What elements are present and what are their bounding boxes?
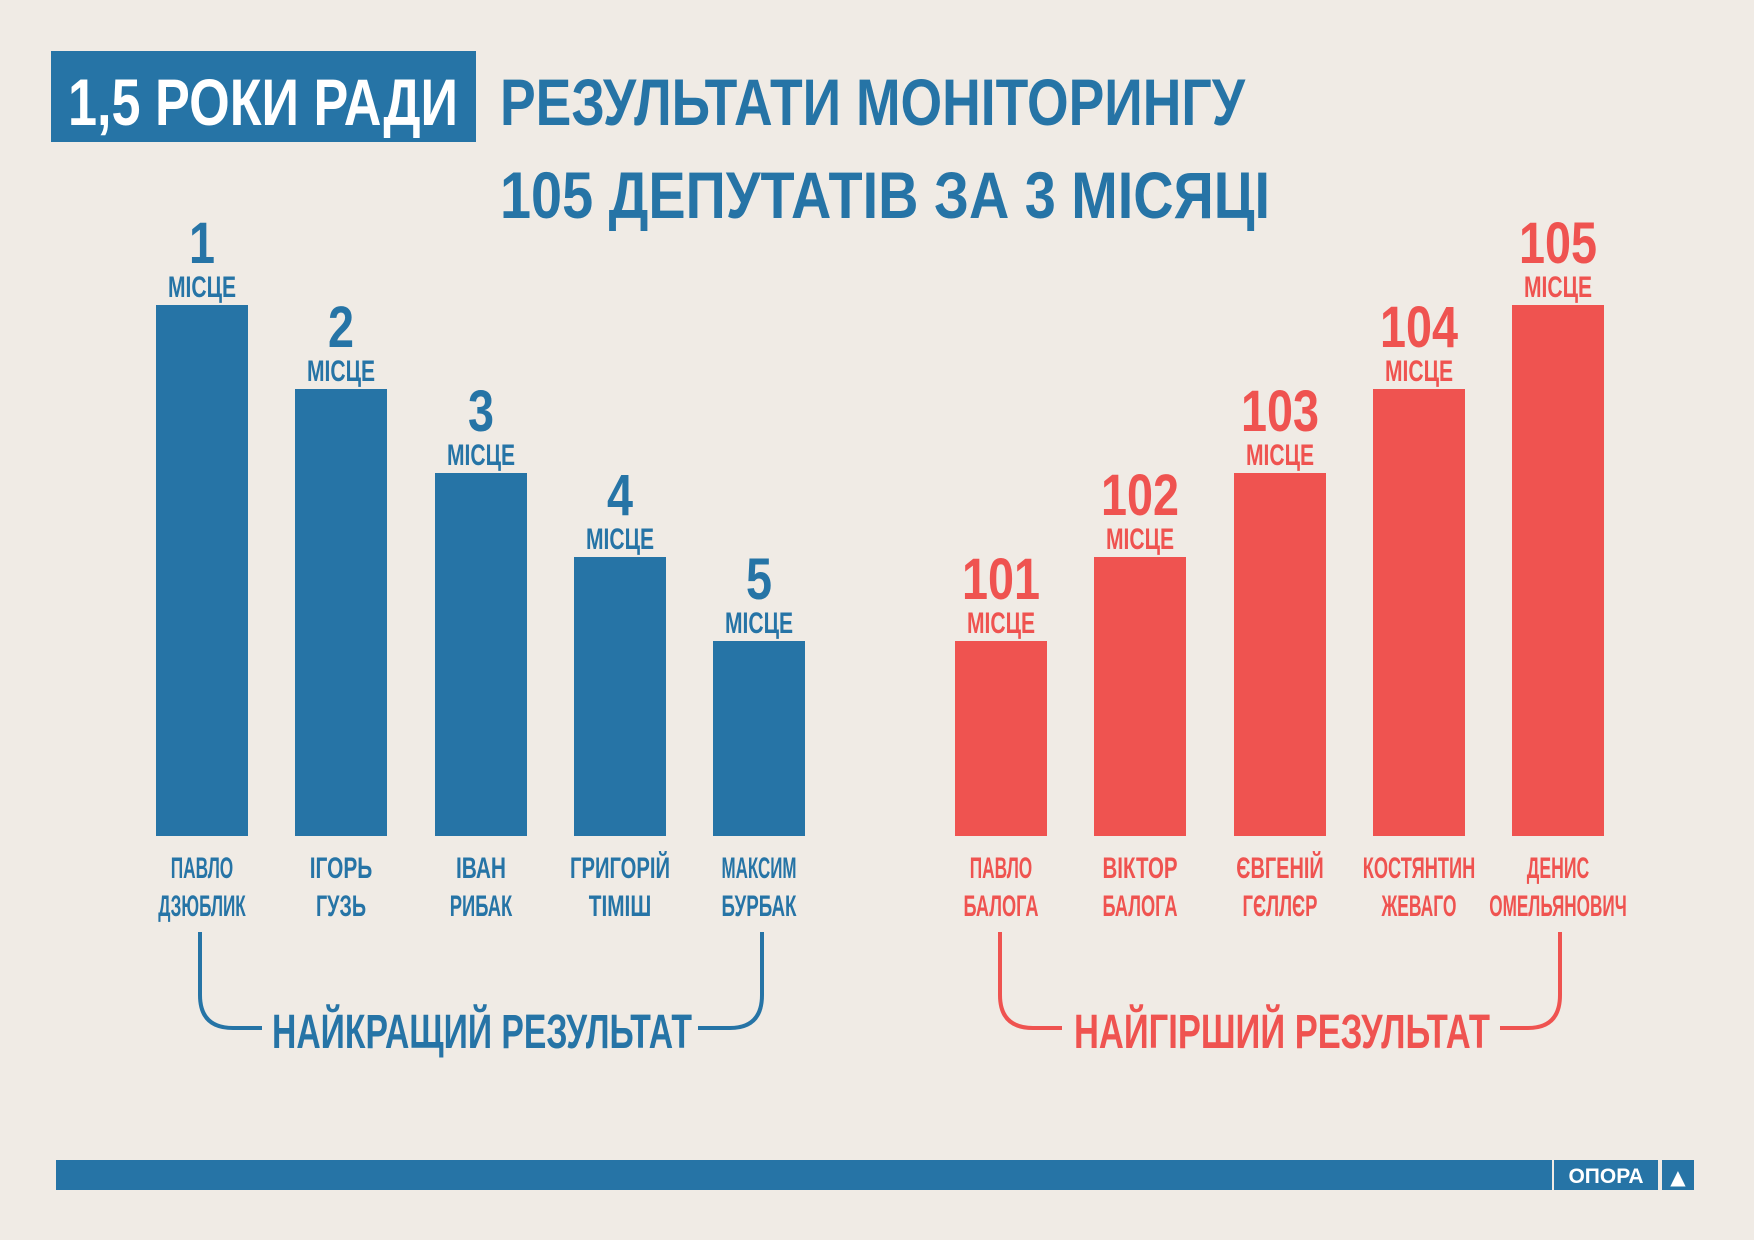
best-rank-label-1: 1 bbox=[189, 211, 215, 276]
worst-rank-label-2: 102 bbox=[1101, 463, 1179, 528]
best-last-name-4: ТІМІШ bbox=[589, 890, 652, 923]
footer-logo-box bbox=[1554, 1160, 1658, 1190]
worst-rank-label-1: 101 bbox=[962, 547, 1040, 612]
best-first-name-4: ГРИГОРІЙ bbox=[570, 851, 670, 885]
worst-results-chart: 101МІСЦЕПАВЛОБАЛОГА102МІСЦЕВІКТОРБАЛОГА1… bbox=[955, 211, 1627, 923]
worst-bracket-left bbox=[998, 932, 1062, 1030]
worst-rank-label-4: 104 bbox=[1380, 295, 1458, 360]
worst-bar-1 bbox=[955, 641, 1047, 836]
worst-first-name-5: ДЕНИС bbox=[1527, 852, 1590, 885]
best-bracket-right bbox=[698, 932, 764, 1030]
best-place-word-2: МІСЦЕ bbox=[307, 355, 375, 388]
worst-last-name-2: БАЛОГА bbox=[1103, 890, 1178, 923]
best-bar-5 bbox=[713, 641, 805, 836]
footer-logo-text: ОПОРА bbox=[1568, 1165, 1643, 1188]
best-rank-label-5: 5 bbox=[746, 547, 772, 612]
best-bar-1 bbox=[156, 305, 248, 836]
best-last-name-5: БУРБАК bbox=[722, 890, 797, 923]
worst-first-name-4: КОСТЯНТИН bbox=[1363, 852, 1476, 885]
best-last-name-3: РИБАК bbox=[450, 890, 513, 923]
worst-place-word-5: МІСЦЕ bbox=[1524, 271, 1592, 304]
best-group-label: НАЙКРАЩИЙ РЕЗУЛЬТАТ bbox=[272, 1004, 692, 1059]
best-rank-label-3: 3 bbox=[468, 379, 494, 444]
best-bar-2 bbox=[295, 389, 387, 836]
footer-logo-triangle-box bbox=[1662, 1160, 1694, 1190]
best-place-word-3: МІСЦЕ bbox=[447, 439, 515, 472]
worst-place-word-3: МІСЦЕ bbox=[1246, 439, 1314, 472]
title-badge-box bbox=[51, 51, 476, 142]
best-rank-label-4: 4 bbox=[607, 463, 633, 528]
worst-place-word-4: МІСЦЕ bbox=[1385, 355, 1453, 388]
worst-rank-label-5: 105 bbox=[1519, 211, 1597, 276]
worst-bar-2 bbox=[1094, 557, 1186, 836]
worst-bar-3 bbox=[1234, 473, 1326, 836]
worst-place-word-1: МІСЦЕ bbox=[967, 607, 1035, 640]
worst-bracket-right bbox=[1500, 932, 1562, 1030]
worst-bar-5 bbox=[1512, 305, 1604, 836]
best-first-name-5: МАКСИМ bbox=[722, 852, 797, 885]
best-bracket-left bbox=[198, 932, 262, 1030]
footer-logo-triangle-icon: ▲ bbox=[1670, 1165, 1686, 1189]
worst-place-word-2: МІСЦЕ bbox=[1106, 523, 1174, 556]
footer-bar bbox=[56, 1160, 1552, 1190]
worst-rank-label-3: 103 bbox=[1241, 379, 1319, 444]
worst-first-name-3: ЄВГЕНІЙ bbox=[1236, 851, 1324, 885]
worst-first-name-2: ВІКТОР bbox=[1103, 852, 1178, 885]
best-results-chart: 1МІСЦЕПАВЛОДЗЮБЛИК2МІСЦЕІГОРЬГУЗЬ3МІСЦЕІ… bbox=[156, 211, 805, 923]
worst-first-name-1: ПАВЛО bbox=[970, 852, 1033, 885]
worst-last-name-4: ЖЕВАГО bbox=[1381, 890, 1457, 923]
best-first-name-1: ПАВЛО bbox=[171, 852, 234, 885]
best-last-name-1: ДЗЮБЛИК bbox=[158, 890, 246, 923]
best-first-name-3: ІВАН bbox=[456, 852, 506, 885]
best-last-name-2: ГУЗЬ bbox=[316, 890, 366, 923]
page-title-line1: РЕЗУЛЬТАТИ МОНІТОРИНГУ bbox=[500, 65, 1246, 139]
best-place-word-5: МІСЦЕ bbox=[725, 607, 793, 640]
worst-last-name-3: ГЄЛЛЄР bbox=[1243, 890, 1318, 923]
worst-last-name-1: БАЛОГА bbox=[964, 890, 1039, 923]
best-rank-label-2: 2 bbox=[328, 295, 354, 360]
page-title-line2: 105 ДЕПУТАТІВ ЗА 3 МІСЯЦІ bbox=[500, 158, 1270, 232]
best-bar-3 bbox=[435, 473, 527, 836]
title-badge-text: 1,5 РОКИ РАДИ bbox=[68, 65, 458, 139]
worst-group-label: НАЙГІРШИЙ РЕЗУЛЬТАТ bbox=[1074, 1004, 1490, 1059]
best-first-name-2: ІГОРЬ bbox=[310, 852, 373, 885]
best-place-word-1: МІСЦЕ bbox=[168, 271, 236, 304]
worst-bar-4 bbox=[1373, 389, 1465, 836]
best-bar-4 bbox=[574, 557, 666, 836]
worst-last-name-5: ОМЕЛЬЯНОВИЧ bbox=[1489, 890, 1627, 923]
best-place-word-4: МІСЦЕ bbox=[586, 523, 654, 556]
